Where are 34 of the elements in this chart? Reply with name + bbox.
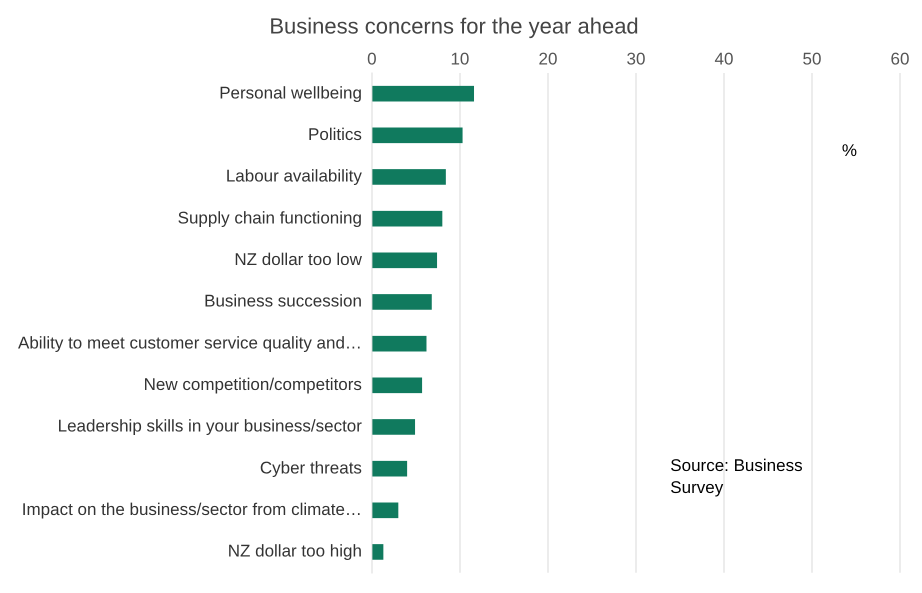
bar — [372, 460, 408, 476]
annotation: Source: Business Survey — [670, 456, 803, 497]
y-tick-label: Politics — [308, 124, 362, 144]
x-tick-label: 30 — [626, 49, 646, 68]
bar — [372, 169, 446, 185]
y-tick-label: Personal wellbeing — [219, 83, 362, 102]
y-tick-label: Ability to meet customer service quality and… — [18, 333, 362, 352]
x-tick-label: 10 — [450, 49, 470, 68]
y-tick-label: Supply chain functioning — [178, 208, 362, 228]
bar — [372, 419, 416, 435]
bar — [372, 544, 384, 560]
y-tick-label: New competition/competitors — [144, 374, 362, 394]
annotation: % — [842, 140, 858, 160]
x-tick-label: 60 — [890, 49, 910, 68]
x-tick-label: 40 — [714, 49, 734, 68]
bar — [372, 252, 438, 268]
bar — [372, 294, 432, 310]
y-tick-label: NZ dollar too high — [228, 542, 362, 561]
x-tick-label: 20 — [538, 49, 558, 68]
bar — [372, 210, 442, 226]
y-tick-label: Leadership skills in your business/sector — [58, 416, 362, 436]
bar — [372, 336, 426, 352]
bar — [372, 502, 398, 518]
y-tick-label: Cyber threats — [260, 458, 362, 478]
x-tick-label: 50 — [802, 49, 822, 68]
x-tick-label: 0 — [367, 49, 377, 68]
y-tick-label: NZ dollar too low — [234, 250, 363, 269]
bar — [372, 377, 422, 394]
y-tick-label: Impact on the business/sector from climate… — [22, 500, 362, 519]
bar — [372, 86, 474, 102]
bar — [372, 127, 463, 144]
y-tick-label: Labour availability — [226, 166, 362, 186]
chart-title: Business concerns for the year ahead — [269, 13, 639, 38]
y-tick-label: Business succession — [204, 292, 362, 311]
